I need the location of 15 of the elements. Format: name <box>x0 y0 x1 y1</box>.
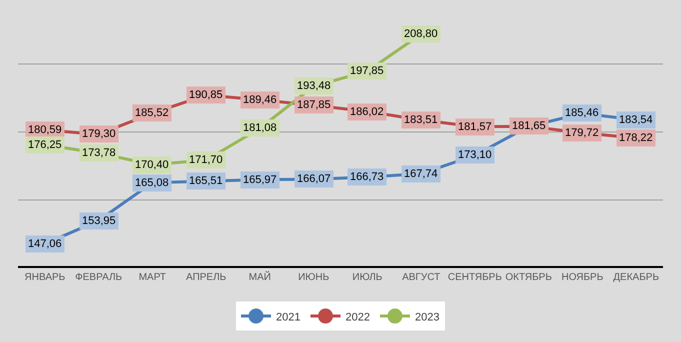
x-tick-label: ДЕКАБРЬ <box>613 272 660 283</box>
x-tick-label: НОЯБРЬ <box>561 272 604 283</box>
x-tick-label: ОКТЯБРЬ <box>505 272 552 283</box>
x-tick-label: МАРТ <box>138 272 166 283</box>
x-tick-label: АПРЕЛЬ <box>186 272 227 283</box>
legend-label: 2023 <box>414 311 440 324</box>
x-tick-label: СЕНТЯБРЬ <box>448 272 502 283</box>
x-tick-label: ИЮНЬ <box>298 272 330 283</box>
x-tick-label: ЯНВАРЬ <box>24 272 66 283</box>
x-tick-label: ФЕВРАЛЬ <box>75 272 123 283</box>
legend-label: 2021 <box>276 311 300 324</box>
x-tick-label: ИЮЛЬ <box>352 272 383 283</box>
x-tick-label: АВГУСТ <box>402 272 440 283</box>
x-tick-label: МАЙ <box>248 270 271 283</box>
legend-label: 2022 <box>345 311 370 324</box>
